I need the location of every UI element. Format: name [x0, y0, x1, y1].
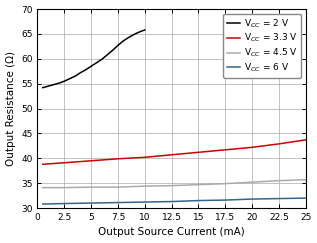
V$_{CC}$ = 2 V	[94, 61, 98, 64]
V$_{CC}$ = 2 V	[57, 82, 61, 85]
V$_{CC}$ = 6 V	[277, 197, 281, 200]
V$_{CC}$ = 3.3 V	[250, 146, 254, 149]
V$_{CC}$ = 2 V	[46, 85, 50, 88]
V$_{CC}$ = 2 V	[79, 71, 82, 74]
V$_{CC}$ = 2 V	[52, 83, 55, 86]
V$_{CC}$ = 3.3 V	[143, 156, 147, 159]
V$_{CC}$ = 3.3 V	[304, 139, 308, 141]
V$_{CC}$ = 4.5 V	[41, 186, 45, 189]
V$_{CC}$ = 2 V	[84, 68, 88, 71]
V$_{CC}$ = 6 V	[223, 199, 227, 201]
V$_{CC}$ = 4.5 V	[277, 179, 281, 182]
V$_{CC}$ = 2 V	[143, 28, 147, 31]
V$_{CC}$ = 2 V	[138, 30, 141, 33]
V$_{CC}$ = 4.5 V	[223, 182, 227, 185]
V$_{CC}$ = 4.5 V	[250, 181, 254, 184]
V$_{CC}$ = 2 V	[100, 58, 104, 61]
V$_{CC}$ = 2 V	[105, 53, 109, 56]
Line: V$_{CC}$ = 4.5 V: V$_{CC}$ = 4.5 V	[43, 180, 306, 188]
Line: V$_{CC}$ = 3.3 V: V$_{CC}$ = 3.3 V	[43, 140, 306, 164]
V$_{CC}$ = 3.3 V	[62, 161, 66, 164]
Line: V$_{CC}$ = 6 V: V$_{CC}$ = 6 V	[43, 198, 306, 204]
Line: V$_{CC}$ = 2 V: V$_{CC}$ = 2 V	[43, 30, 145, 88]
V$_{CC}$ = 6 V	[170, 200, 173, 203]
V$_{CC}$ = 2 V	[62, 80, 66, 83]
V$_{CC}$ = 3.3 V	[197, 151, 200, 154]
V$_{CC}$ = 4.5 V	[62, 186, 66, 189]
V$_{CC}$ = 6 V	[143, 201, 147, 204]
V$_{CC}$ = 2 V	[89, 65, 93, 68]
V$_{CC}$ = 6 V	[62, 202, 66, 205]
V$_{CC}$ = 2 V	[116, 44, 120, 47]
V$_{CC}$ = 4.5 V	[89, 186, 93, 189]
V$_{CC}$ = 6 V	[116, 201, 120, 204]
V$_{CC}$ = 3.3 V	[116, 157, 120, 160]
V$_{CC}$ = 2 V	[127, 36, 131, 39]
V$_{CC}$ = 6 V	[197, 199, 200, 202]
V$_{CC}$ = 6 V	[304, 197, 308, 200]
V$_{CC}$ = 6 V	[250, 198, 254, 200]
Legend: V$_{CC}$ = 2 V, V$_{CC}$ = 3.3 V, V$_{CC}$ = 4.5 V, V$_{CC}$ = 6 V: V$_{CC}$ = 2 V, V$_{CC}$ = 3.3 V, V$_{CC…	[223, 14, 301, 78]
V$_{CC}$ = 4.5 V	[143, 185, 147, 188]
V$_{CC}$ = 6 V	[89, 202, 93, 205]
V$_{CC}$ = 2 V	[132, 33, 136, 36]
V$_{CC}$ = 3.3 V	[170, 153, 173, 156]
V$_{CC}$ = 3.3 V	[89, 159, 93, 162]
Y-axis label: Output Resistance (Ω): Output Resistance (Ω)	[6, 51, 16, 166]
V$_{CC}$ = 4.5 V	[116, 186, 120, 189]
V$_{CC}$ = 3.3 V	[223, 148, 227, 151]
V$_{CC}$ = 3.3 V	[277, 142, 281, 145]
V$_{CC}$ = 4.5 V	[304, 178, 308, 181]
X-axis label: Output Source Current (mA): Output Source Current (mA)	[98, 227, 245, 237]
V$_{CC}$ = 6 V	[41, 203, 45, 206]
V$_{CC}$ = 2 V	[73, 75, 77, 78]
V$_{CC}$ = 4.5 V	[170, 184, 173, 187]
V$_{CC}$ = 2 V	[41, 86, 45, 89]
V$_{CC}$ = 3.3 V	[41, 163, 45, 166]
V$_{CC}$ = 2 V	[121, 39, 125, 42]
V$_{CC}$ = 4.5 V	[197, 183, 200, 186]
V$_{CC}$ = 2 V	[68, 77, 72, 80]
V$_{CC}$ = 2 V	[111, 49, 114, 52]
